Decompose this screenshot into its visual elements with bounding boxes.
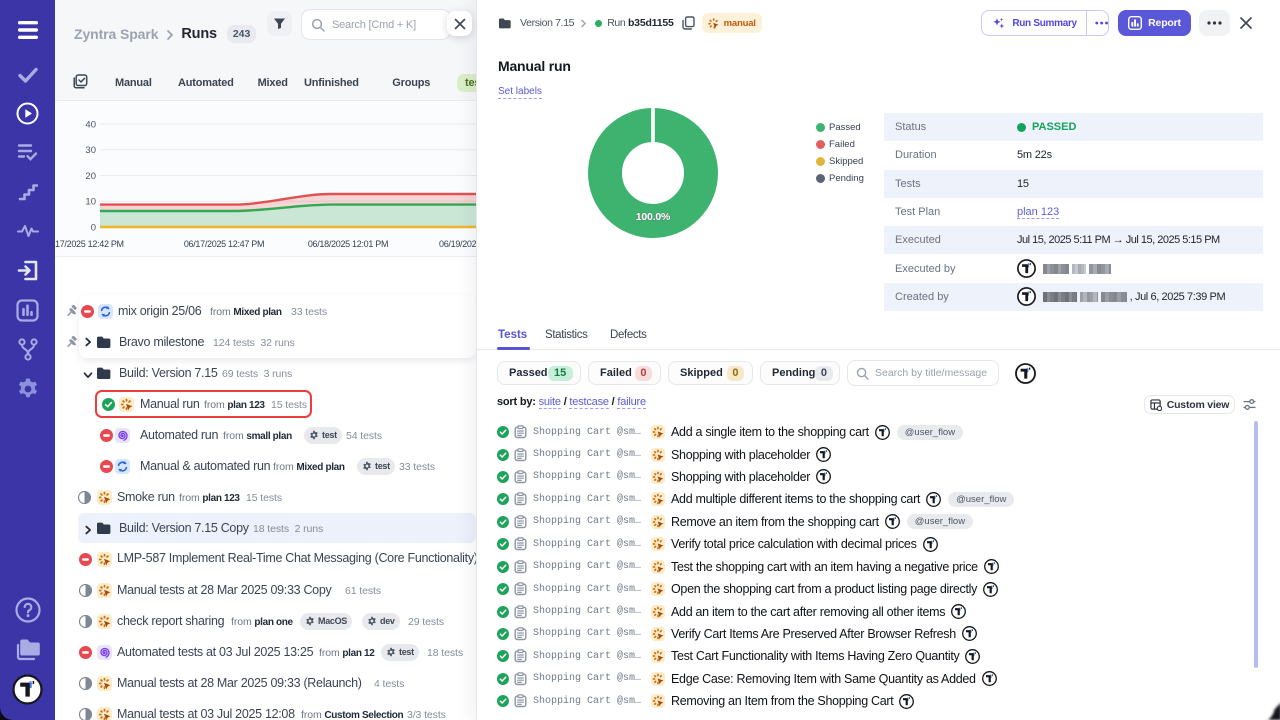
svg-text:06/17/2025 12:47 PM: 06/17/2025 12:47 PM	[184, 239, 264, 249]
svg-text:30: 30	[85, 145, 96, 156]
svg-text:20: 20	[85, 171, 96, 182]
svg-text:10: 10	[85, 197, 96, 208]
svg-text:17/2025 12:42 PM: 17/2025 12:42 PM	[55, 239, 124, 249]
svg-text:06/19/2025: 06/19/2025	[439, 239, 476, 249]
svg-text:06/18/2025 12:01 PM: 06/18/2025 12:01 PM	[308, 239, 388, 249]
svg-text:40: 40	[85, 120, 96, 131]
svg-text:0: 0	[91, 223, 96, 234]
svg-text:100.0%: 100.0%	[636, 211, 671, 223]
